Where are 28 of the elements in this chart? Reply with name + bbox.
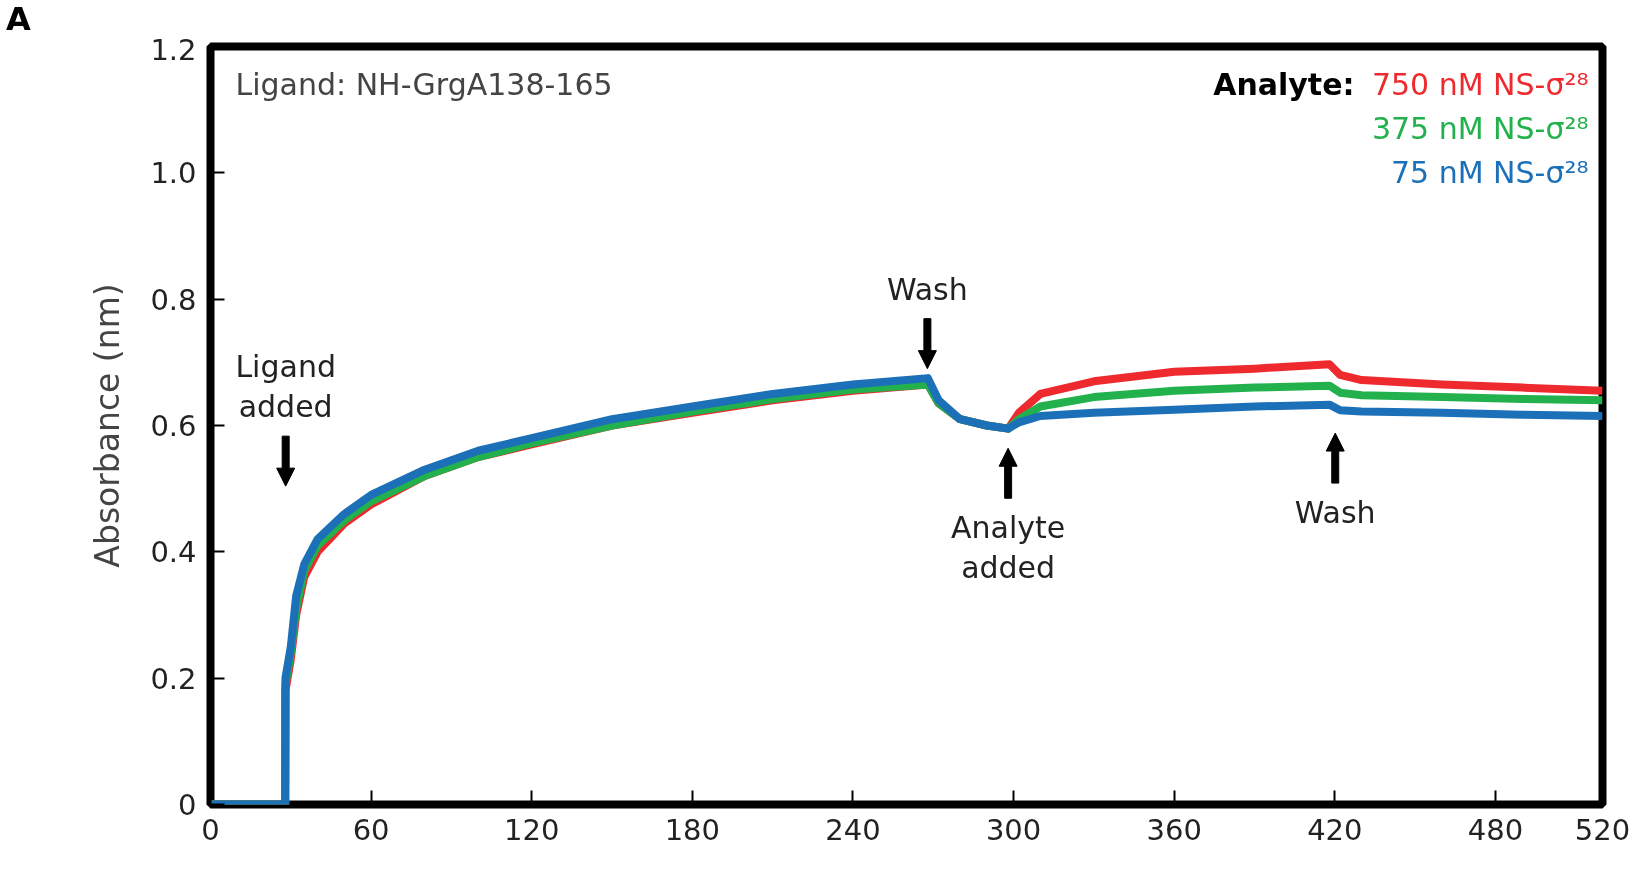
x-tick-label: 300 xyxy=(985,812,1042,847)
text: A xyxy=(6,0,31,38)
x-tick-label: 120 xyxy=(504,812,560,847)
x-tick-label: 420 xyxy=(1307,812,1363,847)
y-tick-label: 1.0 xyxy=(150,156,197,191)
x-tick-label: 60 xyxy=(352,812,390,847)
x-tick-label: 0 xyxy=(201,812,220,847)
y-tick-label: 0.8 xyxy=(150,282,197,317)
text: 750 nM NS-σ²⁸ xyxy=(1371,66,1589,102)
text: 75 nM NS-σ²⁸ xyxy=(1390,154,1589,190)
annotation: Ligand: NH-GrgA138-165 xyxy=(235,66,613,102)
annotation: Wash xyxy=(886,271,968,307)
x-tick-label: 360 xyxy=(1146,812,1202,847)
y-tick-label: 0.4 xyxy=(150,535,197,570)
annotation: Ligand added xyxy=(235,349,336,425)
x-tick-label: 180 xyxy=(664,812,721,847)
x-tick-label: 520 xyxy=(1574,812,1631,847)
annotation: Analyte added xyxy=(951,510,1066,586)
text: 375 nM NS-σ²⁸ xyxy=(1371,110,1589,146)
annotation: Wash xyxy=(1294,495,1376,531)
y-axis-title: Absorbance (nm) xyxy=(88,283,128,568)
x-tick-label: 480 xyxy=(1467,812,1524,847)
legend-title: Analyte: xyxy=(1213,66,1355,102)
y-tick-label: 0.2 xyxy=(150,661,197,696)
y-tick-label: 0.6 xyxy=(150,409,197,443)
x-tick-label: 240 xyxy=(825,812,881,847)
y-tick-label: 0 xyxy=(178,788,197,822)
y-tick-label: 1.2 xyxy=(150,32,197,67)
